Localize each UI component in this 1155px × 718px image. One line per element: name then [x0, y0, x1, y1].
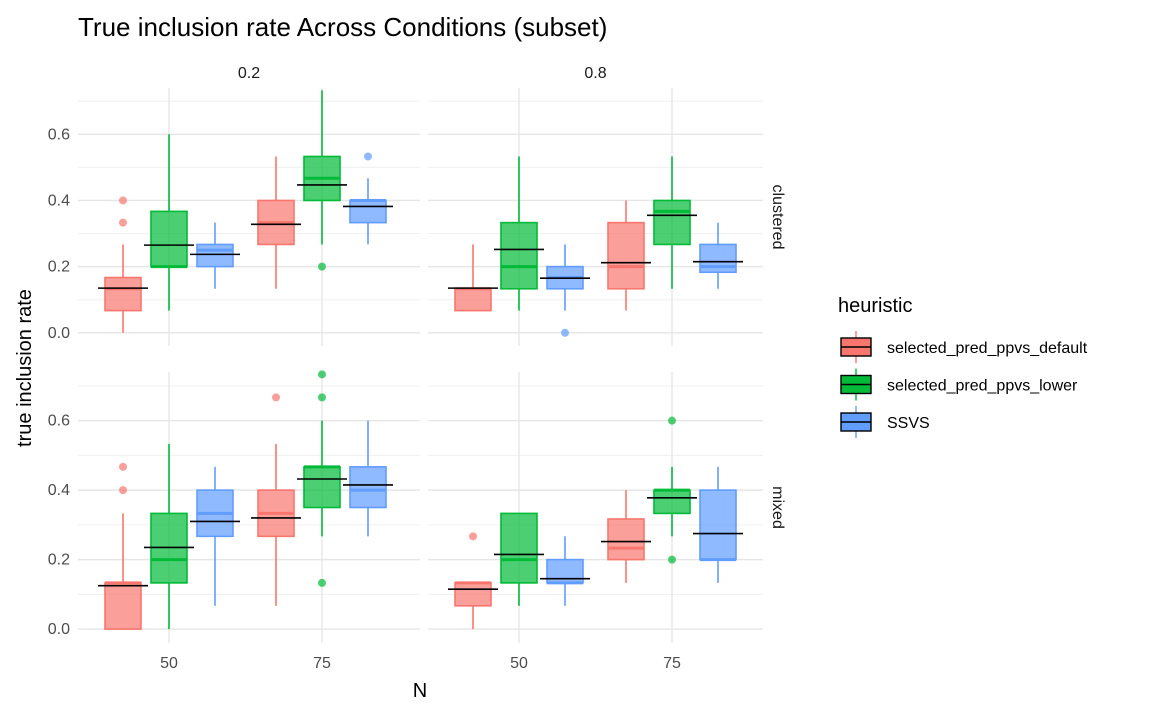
box [454, 287, 492, 312]
box [196, 243, 234, 268]
box [500, 221, 538, 290]
box [349, 199, 387, 224]
x-tick-label: 75 [663, 655, 681, 672]
y-tick-label: 0.0 [48, 621, 70, 638]
legend-entry-label: selected_pred_ppvs_default [887, 340, 1088, 357]
box [303, 466, 341, 509]
y-tick-label: 0.2 [48, 259, 70, 276]
outlier-point [318, 393, 326, 402]
outlier-point [119, 462, 127, 471]
legend-entry-label: selected_pred_ppvs_lower [887, 378, 1078, 395]
facet-panels: 0.0 0.2 0.4 0.6 0.0 0.2 0.4 0.6 50 75 50 75 0.2 0.8 cl… [48, 65, 786, 672]
outlier-point [119, 196, 127, 205]
x-tick-label: 50 [510, 655, 528, 672]
outlier-point [469, 532, 477, 541]
y-axis-title: true inclusion rate [14, 289, 36, 447]
row-strip-label: clustered [769, 185, 786, 250]
y-tick-label: 0.6 [48, 126, 70, 143]
outlier-point [318, 262, 326, 271]
chart-title: True inclusion rate Across Conditions (s… [78, 12, 607, 42]
y-tick-label: 0.6 [48, 413, 70, 430]
outlier-point [561, 328, 569, 337]
x-tick-label: 50 [160, 655, 178, 672]
box [500, 512, 538, 584]
row-strip-label: mixed [769, 486, 786, 529]
outlier-point [272, 393, 280, 402]
box [607, 518, 645, 561]
outlier-point [668, 555, 676, 564]
y-tick-label: 0.0 [48, 325, 70, 342]
legend-title: heuristic [838, 295, 912, 317]
box [607, 221, 645, 290]
legend: heuristic selected_pred_ppvs_defaultsele… [838, 295, 1088, 438]
x-axis-title: N [413, 680, 427, 702]
box [454, 582, 492, 607]
outlier-point [318, 370, 326, 379]
box [699, 489, 737, 561]
outlier-point [318, 578, 326, 587]
column-strip-label: 0.2 [238, 65, 260, 82]
box [653, 489, 691, 515]
box [150, 210, 188, 268]
box [104, 582, 142, 630]
outlier-point [119, 218, 127, 227]
outlier-point [119, 486, 127, 495]
box [104, 276, 142, 312]
outlier-point [668, 416, 676, 425]
column-strip-label: 0.8 [584, 65, 606, 82]
outlier-point [364, 152, 372, 161]
y-tick-label: 0.4 [48, 482, 70, 499]
y-tick-label: 0.2 [48, 552, 70, 569]
legend-entry-label: SSVS [887, 415, 930, 432]
box [653, 199, 691, 246]
y-tick-label: 0.4 [48, 192, 70, 209]
x-tick-label: 75 [313, 655, 331, 672]
box [349, 466, 387, 509]
